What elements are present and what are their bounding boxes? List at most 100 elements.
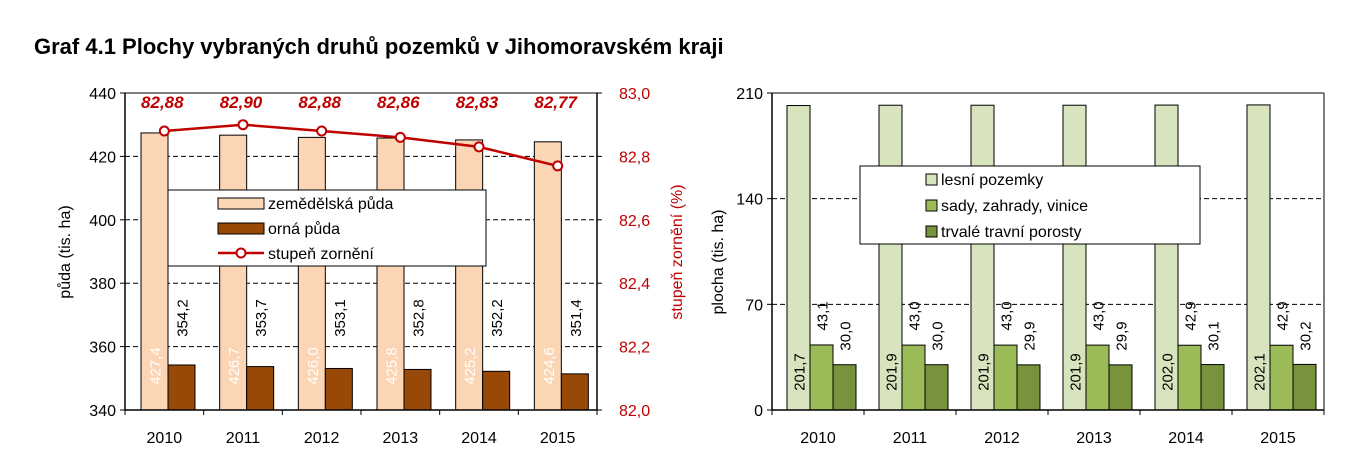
x-tick-label: 2012 [984,430,1020,447]
data-label: 42,9 [1183,301,1200,330]
data-label: 424,6 [541,347,558,385]
y-tick-label: 210 [736,86,763,103]
bar-orna-puda [246,366,275,411]
y-tick-label: 360 [89,340,116,357]
bar-zemedelska-puda [455,139,484,411]
bar-zemedelska-puda [297,136,326,411]
y2-tick-label: 82,6 [619,213,650,230]
line-marker [552,160,564,172]
data-label: 426,7 [226,347,243,385]
legend-swatch [217,197,265,210]
bar-orna-puda [167,364,196,411]
bar-orna-puda [482,370,511,411]
data-label: 42,9 [1275,301,1292,330]
data-label: 353,7 [253,299,270,337]
bar-trvale-travni-porosty [1200,364,1225,411]
data-label: 427,4 [148,347,165,385]
bar-trvale-travni-porosty [1108,364,1133,411]
legend-label: sady, zahrady, vinice [941,198,1088,215]
y-tick-label: 140 [736,192,763,209]
data-label: 201,9 [976,353,993,391]
bar-zemedelska-puda [140,132,169,411]
x-tick-label: 2011 [893,430,928,447]
data-label: 201,7 [792,353,809,391]
bar-trvale-travni-porosty [1016,364,1041,411]
data-label: 352,8 [411,299,428,337]
line-data-label: 82,88 [298,93,341,112]
x-tick-label: 2010 [147,430,183,447]
data-label: 353,1 [332,299,349,337]
data-label: 30,1 [1206,321,1223,350]
data-label: 201,9 [884,353,901,391]
y-tick-label: 70 [745,297,763,314]
bar-sady-zahrady-vinice [993,344,1018,411]
x-tick-label: 2015 [540,430,576,447]
y2-tick-label: 82,4 [619,276,650,293]
data-label: 352,2 [489,299,506,337]
data-label: 202,0 [1160,353,1177,391]
y2-axis-title: stupeň zornění (%) [669,184,686,319]
line-data-label: 82,88 [141,93,184,112]
data-label: 43,0 [907,301,924,330]
y-tick-label: 420 [89,149,116,166]
line-data-label: 82,83 [456,93,499,112]
line-marker [316,125,328,137]
bar-orna-puda [403,368,432,411]
data-label: 30,0 [930,321,947,350]
y-tick-label: 440 [89,86,116,103]
data-label: 201,9 [1068,353,1085,391]
legend-label: zemědělská půda [268,195,394,213]
legend-label: lesní pozemky [941,172,1043,189]
bar-trvale-travni-porosty [832,364,857,411]
x-tick-label: 2013 [383,430,419,447]
data-label: 30,0 [838,321,855,350]
data-label: 43,1 [815,301,832,330]
legend-swatch [925,199,938,212]
chart-land-area: 427,4 354,2 2010 426,7 353,7 2011 426,0 353,1 20… [56,86,686,447]
line-marker [158,125,170,137]
line-data-label: 82,90 [220,93,263,112]
x-tick-label: 2014 [1168,430,1204,447]
data-label: 425,8 [384,347,401,385]
legend-swatch [925,225,938,238]
x-tick-label: 2013 [1076,430,1112,447]
line-data-label: 82,86 [377,93,420,112]
data-label: 30,2 [1298,321,1315,350]
y-axis-title: půda (tis. ha) [56,205,74,298]
legend-label: trvalé travní porosty [941,224,1082,241]
y-tick-label: 400 [89,213,116,230]
y-tick-label: 380 [89,276,116,293]
y2-tick-label: 82,0 [619,403,650,420]
data-label: 43,0 [999,301,1016,330]
data-label: 354,2 [175,299,192,337]
y2-tick-label: 82,2 [619,340,650,357]
chart-title: Graf 4.1 Plochy vybraných druhů pozemků … [34,34,724,59]
bar-zemedelska-puda [376,137,405,411]
data-label: 29,9 [1114,321,1131,350]
bar-orna-puda [560,373,589,411]
x-tick-label: 2012 [304,430,340,447]
y-tick-label: 0 [754,403,763,420]
bar-trvale-travni-porosty [924,364,949,411]
line-marker [394,131,406,143]
bar-sady-zahrady-vinice [1177,344,1202,411]
data-label: 43,0 [1091,301,1108,330]
x-tick-label: 2015 [1260,430,1296,447]
legend-swatch [925,173,938,186]
data-label: 202,1 [1252,353,1269,391]
line-data-label: 82,77 [534,93,578,112]
bar-sady-zahrady-vinice [1269,344,1294,411]
bar-sady-zahrady-vinice [1085,344,1110,411]
bar-zemedelska-puda [533,141,562,411]
data-label: 426,0 [305,347,322,385]
data-label: 29,9 [1022,321,1039,350]
y2-tick-label: 83,0 [619,86,650,103]
x-tick-label: 2011 [226,430,261,447]
line-stupen-zorneni [164,123,558,168]
line-marker [473,141,485,153]
bar-sady-zahrady-vinice [809,344,834,411]
legend-swatch [217,222,265,235]
line-marker [237,119,249,131]
legend-label: stupeň zornění [268,246,374,263]
